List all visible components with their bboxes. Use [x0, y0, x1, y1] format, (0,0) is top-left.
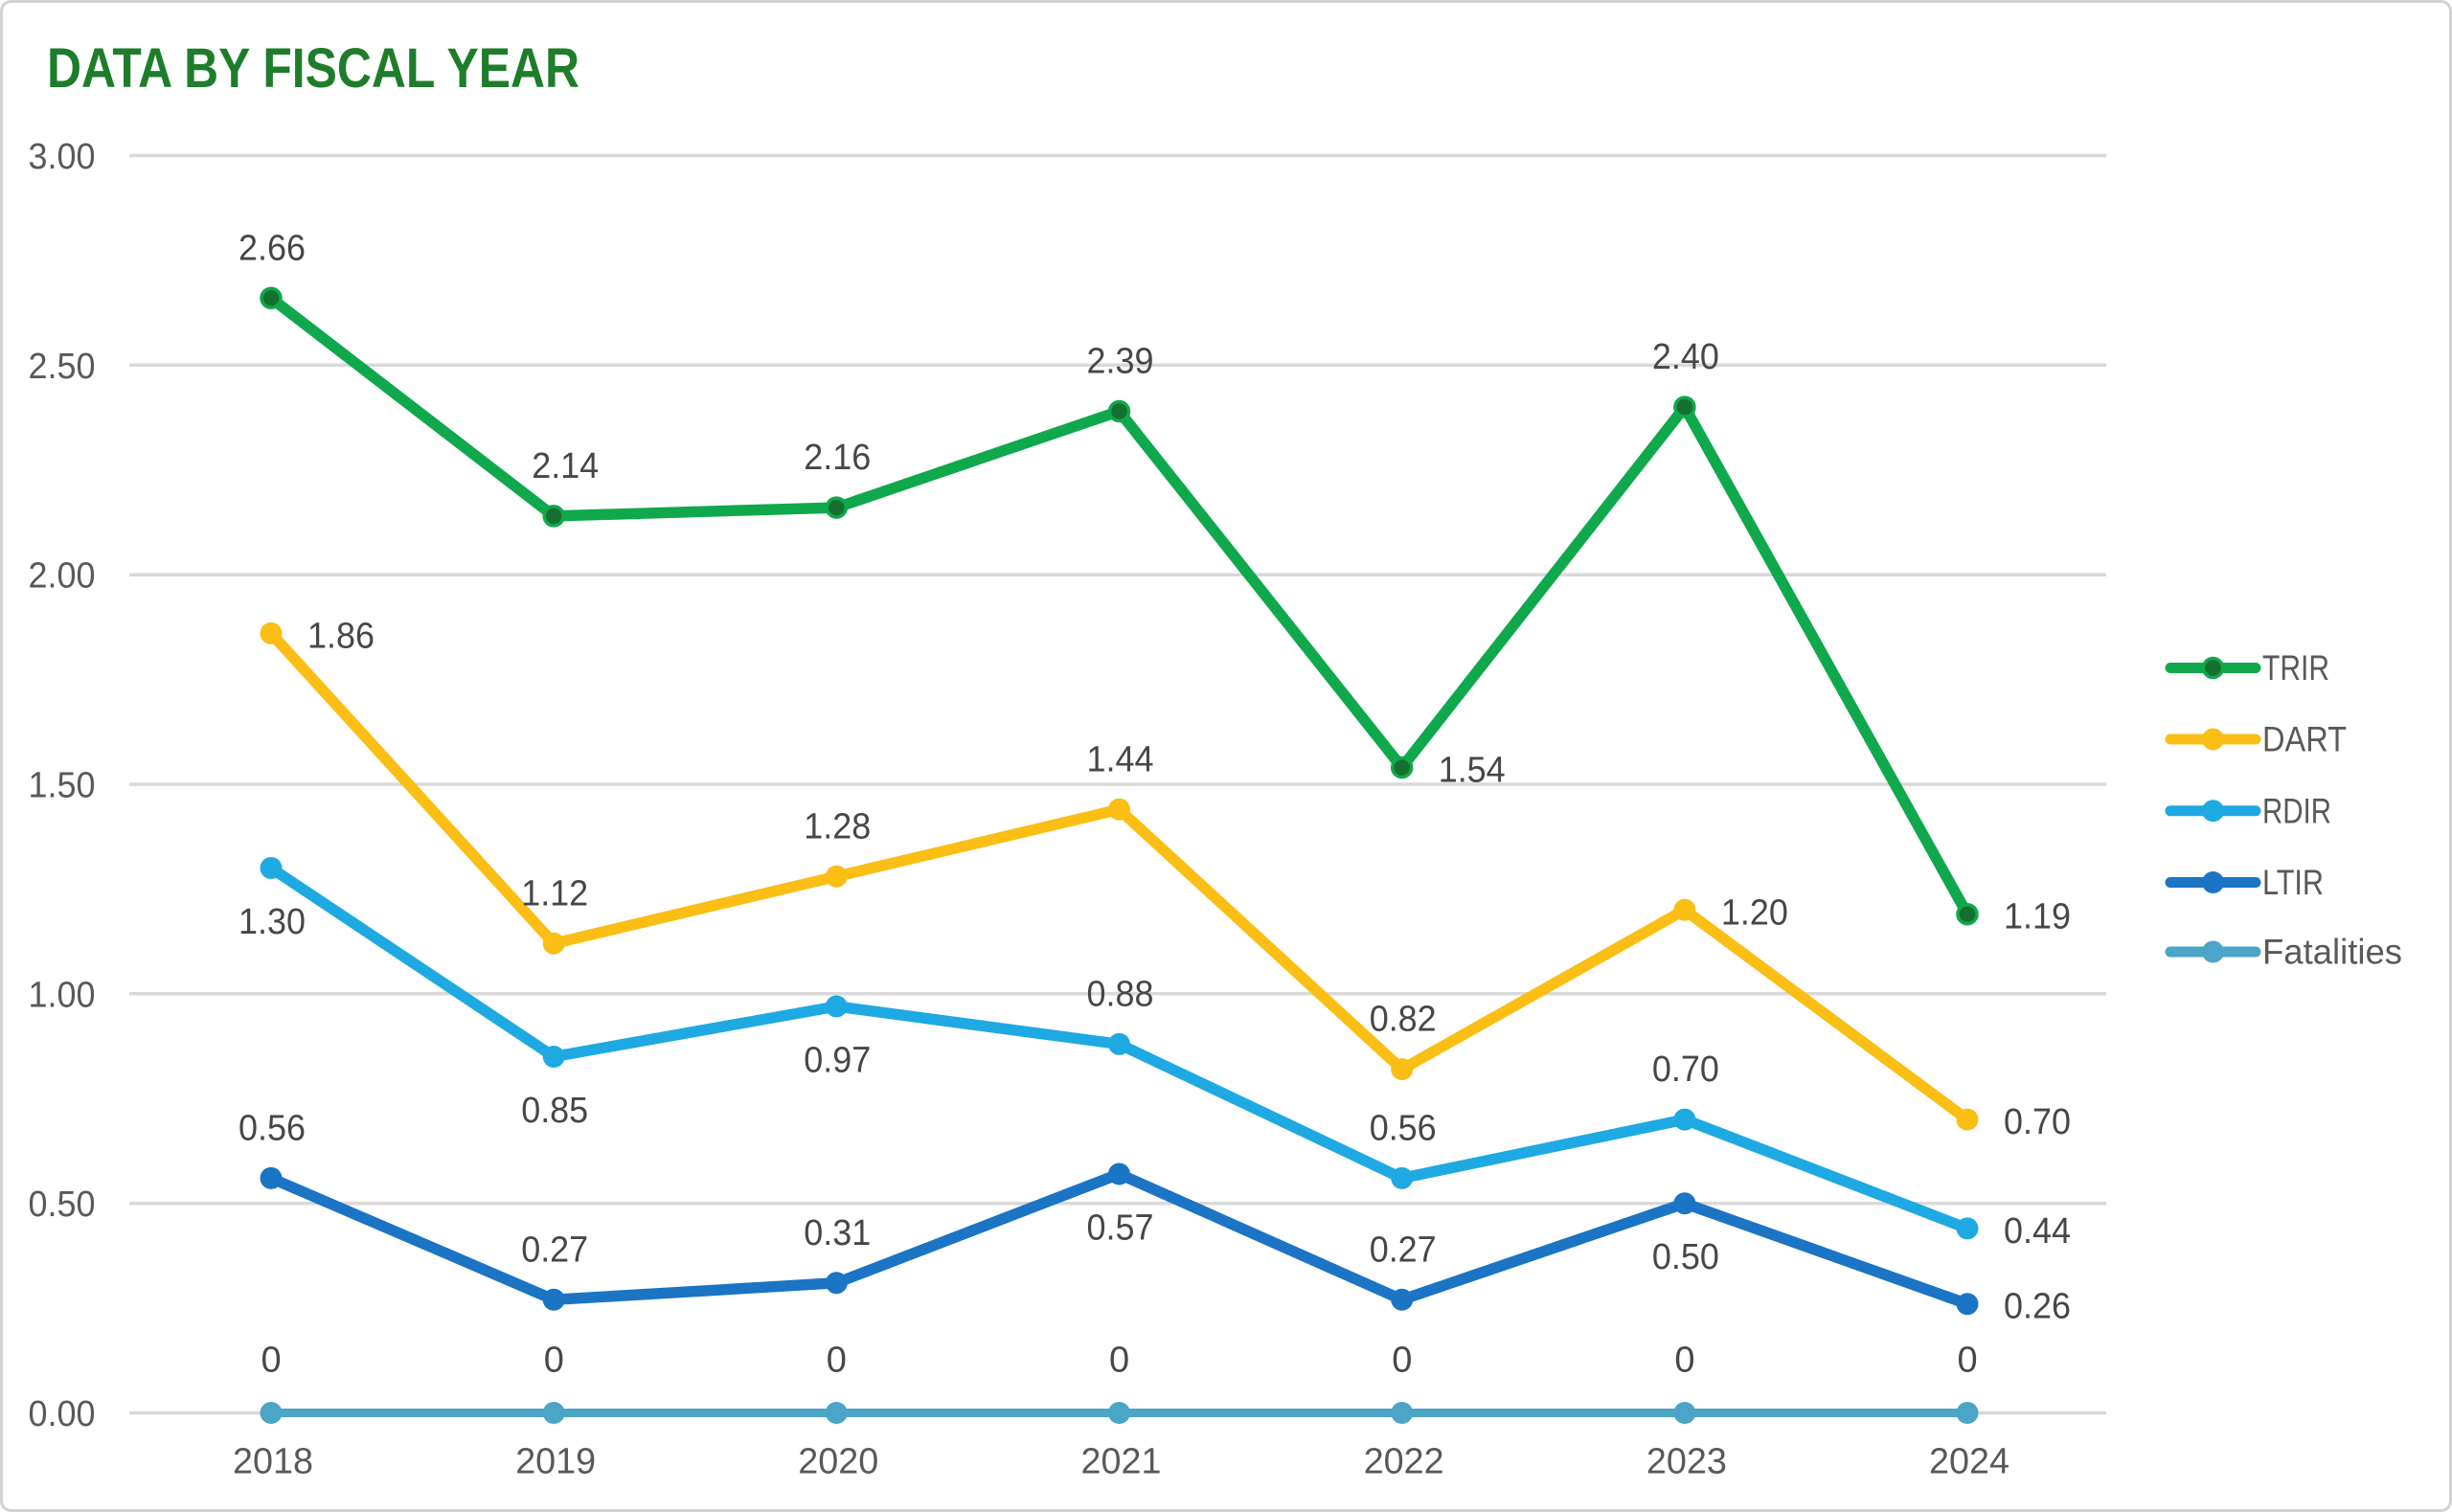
svg-text:0: 0	[1958, 1341, 1978, 1381]
svg-text:0.56: 0.56	[238, 1108, 306, 1148]
svg-text:0: 0	[544, 1341, 564, 1381]
svg-text:2.39: 2.39	[1087, 342, 1154, 382]
svg-text:1.19: 1.19	[2004, 897, 2071, 937]
svg-text:1.86: 1.86	[307, 616, 375, 656]
svg-text:2.66: 2.66	[238, 228, 306, 268]
svg-text:0: 0	[1392, 1341, 1412, 1381]
svg-text:LTIR: LTIR	[2262, 863, 2324, 902]
svg-text:0.50: 0.50	[29, 1185, 96, 1225]
svg-text:RDIR: RDIR	[2262, 791, 2331, 830]
svg-text:1.12: 1.12	[521, 873, 588, 914]
svg-text:0.00: 0.00	[29, 1394, 96, 1434]
svg-text:1.54: 1.54	[1439, 751, 1506, 791]
svg-text:DART: DART	[2262, 720, 2347, 759]
svg-text:3.00: 3.00	[29, 137, 96, 177]
svg-text:2024: 2024	[1929, 1442, 2009, 1482]
svg-text:0: 0	[1674, 1341, 1694, 1381]
svg-text:2020: 2020	[798, 1442, 878, 1482]
svg-text:0.26: 0.26	[2004, 1287, 2071, 1327]
svg-text:0.56: 0.56	[1370, 1108, 1437, 1148]
svg-text:0.97: 0.97	[804, 1041, 871, 1081]
svg-text:2018: 2018	[233, 1442, 313, 1482]
svg-text:2023: 2023	[1646, 1442, 1727, 1482]
svg-text:TRIR: TRIR	[2262, 648, 2329, 688]
svg-text:0.31: 0.31	[804, 1213, 871, 1253]
svg-text:0.50: 0.50	[1652, 1237, 1719, 1277]
svg-text:0.57: 0.57	[1087, 1208, 1154, 1249]
svg-text:2.16: 2.16	[804, 438, 871, 478]
svg-text:2022: 2022	[1364, 1442, 1444, 1482]
svg-text:2021: 2021	[1081, 1442, 1162, 1482]
svg-text:0.85: 0.85	[521, 1091, 588, 1131]
svg-text:0: 0	[1109, 1341, 1129, 1381]
svg-text:1.20: 1.20	[1721, 892, 1788, 933]
svg-text:1.44: 1.44	[1087, 739, 1154, 779]
svg-text:1.00: 1.00	[29, 975, 96, 1015]
svg-text:0.44: 0.44	[2004, 1211, 2071, 1252]
svg-text:1.30: 1.30	[238, 902, 306, 942]
svg-text:1.28: 1.28	[804, 806, 871, 846]
svg-text:0.70: 0.70	[1652, 1049, 1719, 1090]
svg-text:2.14: 2.14	[532, 446, 599, 486]
svg-text:0.88: 0.88	[1087, 974, 1154, 1014]
svg-text:2.00: 2.00	[29, 556, 96, 597]
svg-text:1.50: 1.50	[29, 766, 96, 806]
svg-text:0: 0	[261, 1341, 282, 1381]
svg-text:0.27: 0.27	[521, 1230, 588, 1270]
svg-text:0.82: 0.82	[1370, 1000, 1437, 1040]
svg-text:2.40: 2.40	[1652, 337, 1719, 377]
svg-text:Fatalities: Fatalities	[2262, 933, 2402, 972]
svg-text:0.70: 0.70	[2004, 1102, 2071, 1142]
svg-text:DATA BY FISCAL YEAR: DATA BY FISCAL YEAR	[47, 37, 579, 100]
svg-text:2.50: 2.50	[29, 347, 96, 387]
svg-text:2019: 2019	[515, 1442, 596, 1482]
svg-text:0.27: 0.27	[1370, 1230, 1437, 1270]
svg-text:0: 0	[827, 1341, 847, 1381]
